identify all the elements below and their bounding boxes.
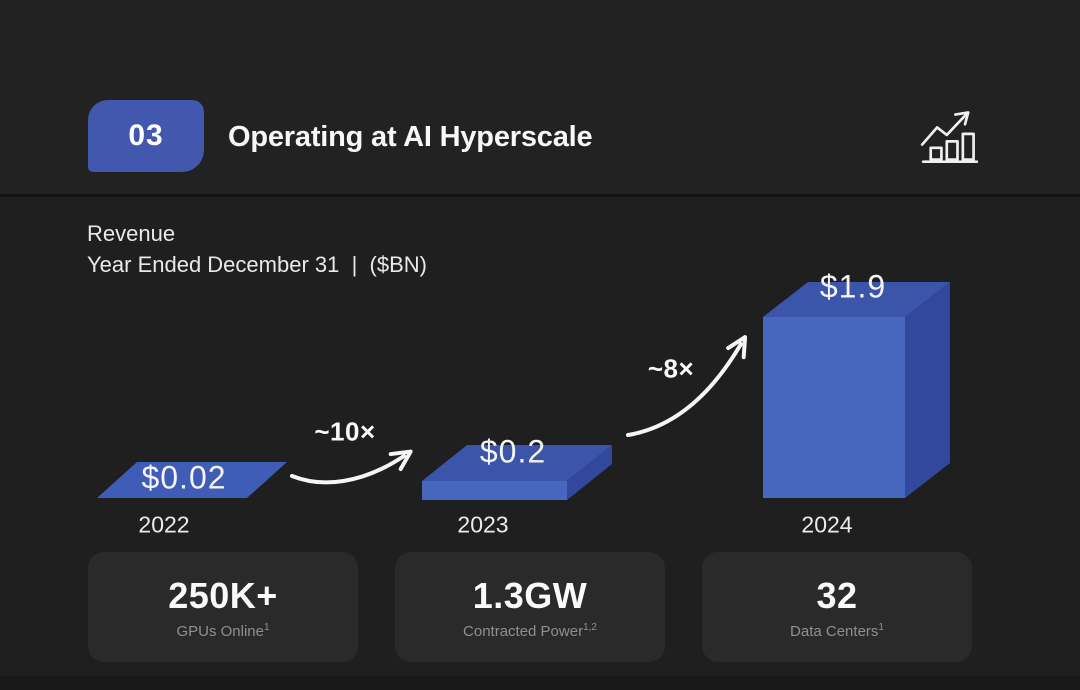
bar-2024-top-face [763,282,950,317]
growth-multiplier-10x: ~10× [314,416,376,447]
footnote-marker: 1,2 [583,621,597,633]
stat-value-power: 1.3GW [472,574,588,616]
growth-multiplier-8x: ~8× [647,353,695,384]
growth-arrow-10x [290,449,413,485]
axis-label-2022: 2022 [138,511,190,538]
bar-value-2023: $0.2 [479,433,547,470]
bar-value-2024: $1.9 [819,268,887,305]
chart-title: Revenue [87,221,176,246]
header-divider [0,194,1080,197]
chart-subtitle: Year Ended December 31 | ($BN) [87,252,427,277]
stat-card-gpus: 250K+ GPUs Online1 [88,552,358,662]
footnote-marker: 1 [263,621,270,633]
stat-value-gpus: 250K+ [168,574,278,616]
bar-2023-top-face [422,445,612,481]
section-number-badge: 03 [88,100,204,172]
stat-card-datacenters: 32 Data Centers1 [702,552,972,662]
growth-arrow-8x [626,335,748,437]
stat-label-power: Contracted Power1,2 [463,621,597,640]
stat-value-datacenters: 32 [816,574,858,616]
bar-2023-side-face [567,445,612,500]
bar-2024-side-face [905,282,950,498]
page-title: Operating at AI Hyperscale [228,121,593,153]
stat-label-datacenters: Data Centers1 [790,621,884,640]
bar-value-2022: $0.02 [141,459,227,496]
axis-label-2024: 2024 [801,511,853,538]
stat-label-gpus: GPUs Online1 [176,621,270,640]
chart-caption: Revenue Year Ended December 31 | ($BN) [87,218,427,280]
section-number: 03 [128,119,164,152]
bar-2022-top-face [97,462,287,498]
bar-2024-front-face [763,317,905,498]
stat-card-power: 1.3GW Contracted Power1,2 [395,552,665,662]
bar-2023-front-face [422,481,567,500]
axis-label-2023: 2023 [457,511,509,538]
footnote-marker: 1 [878,621,884,633]
growth-chart-icon [920,111,979,164]
footer-strip [0,676,1080,690]
